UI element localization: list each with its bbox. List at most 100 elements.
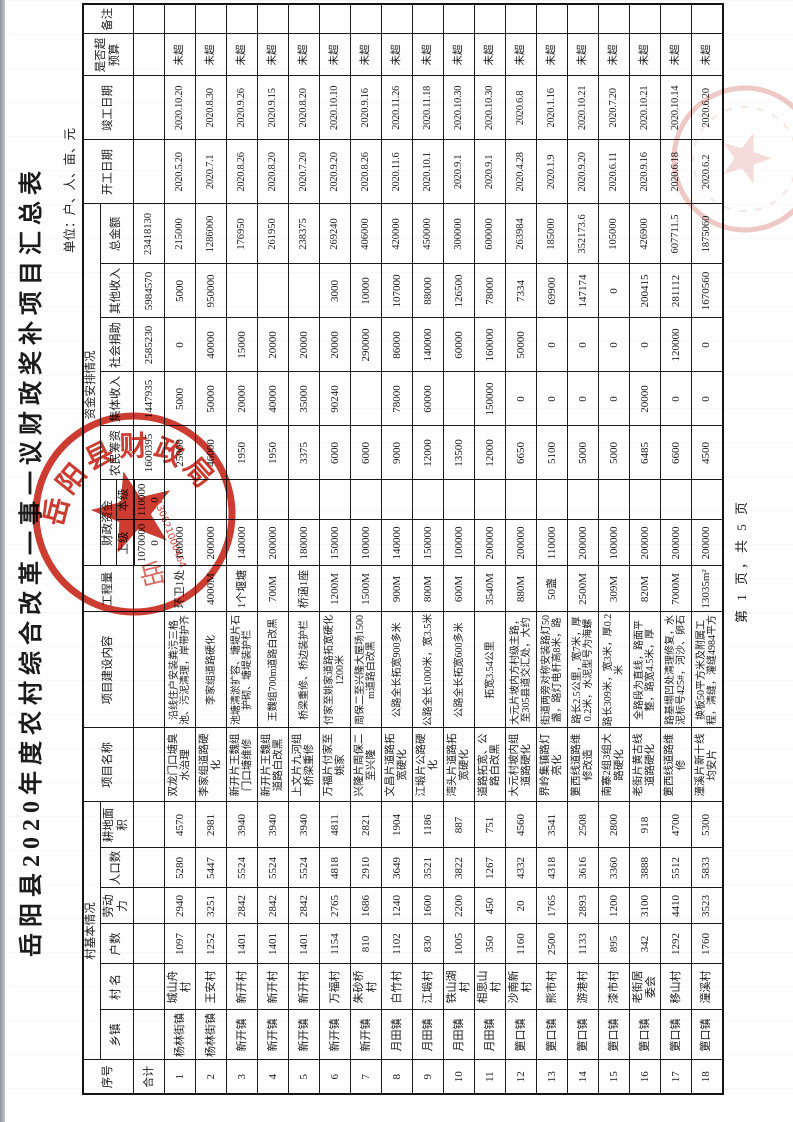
total-row-cell-1 [133,1010,165,1060]
table-row-cell-0: 9 [412,1060,444,1094]
table-row-cell-20 [350,3,382,34]
table-row-cell-16: 269240 [319,203,351,264]
table-row-cell-3: 830 [412,924,444,964]
table-row-cell-4: 1765 [536,888,568,924]
table-row: 5 新开镇 新开村 1401 2842 5524 3940 上文片九河组桥梁重修 桥梁重修、桥边… [288,3,320,1094]
table-row-cell-15: 126500 [443,263,475,318]
table-row-cell-9: 桥涵1座 [288,565,320,612]
table-row-cell-17: 2020.10.1 [412,139,444,204]
table-row-cell-7: 李家组道路硬化 [195,727,227,802]
table-row-cell-1: 筻口镇 [505,1010,537,1060]
table-row-cell-14: 0 [629,317,661,372]
table-row-cell-13: 0 [691,371,723,426]
table-row-cell-4: 1240 [381,888,413,924]
table-row-cell-18: 2020.6.8 [505,75,537,140]
table-row-cell-9: 3540M [474,565,506,612]
table-row-cell-10: 200000 [629,519,661,566]
table-row: 9 月田镇 江塅村 830 1600 3521 1186 江塅片公路硬化 公路全长1000米，宽… [412,3,444,1094]
table-row-cell-3: 1401 [226,924,258,964]
table-row-cell-12: 1950 [257,425,289,480]
table-row-cell-6: 4560 [505,801,537,848]
table-row-cell-18: 2020.10.30 [474,75,506,140]
table-row-cell-18: 2020.1.16 [536,75,568,140]
total-row-cell-4 [133,888,165,924]
table-row-cell-6: 2800 [598,801,630,848]
table-row-cell-5: 4318 [536,848,568,888]
table-row-cell-10: 200000 [195,519,227,566]
table-row-cell-0: 12 [505,1060,537,1094]
table-row-cell-5: 5447 [195,848,227,888]
table-row-cell-3: 1760 [691,924,723,964]
header-social-donation: 社会捐助 [100,317,134,372]
table-row-cell-11 [629,479,661,520]
table-row-cell-11 [257,479,289,520]
table-row-cell-14: 0 [164,317,196,372]
total-row-cell-10: 10700000 [133,519,165,566]
table-row-cell-7: 潼溪片新十线均安片 [691,727,723,802]
table-row-cell-12: 12000 [474,425,506,480]
header-seq: 序号 [83,1060,134,1094]
table-row: 2 杨林街镇 王安村 1252 3251 5447 2981 李家组道路硬化 李家组道路硬化 40… [195,3,227,1094]
table-row-cell-5: 5833 [691,848,723,888]
table-row-cell-10: 180000 [164,519,196,566]
table-row-cell-17: 2020.6.18 [660,139,692,204]
table-row-cell-19: 未超 [567,33,599,76]
table-row-cell-8: 大元片坡内方村级主路，至305县道交汇处，大约 [505,611,537,728]
table-row-cell-0: 1 [164,1060,196,1094]
table-row-cell-7: 湾头片道路拓宽硬化 [443,727,475,802]
table-row-cell-18: 2020.10.10 [319,75,351,140]
table-row-cell-17: 2020.8.26 [350,139,382,204]
table-row-cell-19: 未超 [350,33,382,76]
table-row-cell-20 [629,3,661,34]
total-row-cell-8 [133,611,165,728]
table-row-cell-8: 公路全长拓宽600多米 [443,611,475,728]
table-row-cell-7: 新开片王魏组道路白改黑 [257,727,289,802]
summary-table: 序号 村基本情况 项目名称 项目建设内容 工程量 资金安排情况 开工日期 竣工日… [82,2,724,1095]
header-farmer-raise: 农民筹资 [100,425,134,480]
total-row-cell-15: 5984570 [133,263,165,318]
table-row-cell-16: 406000 [350,203,382,264]
table-row-cell-2: 新开村 [288,964,320,1010]
table-row-cell-17: 2020.11.6 [381,139,413,204]
table-row-cell-15: 78000 [474,263,506,318]
table-row-cell-13: 0 [598,371,630,426]
table-row-cell-15: 147174 [567,263,599,318]
table-row-cell-8: 付家至姚家道路拓宽硬化1200米 [319,611,351,728]
header-collective-income: 集体收入 [100,371,134,426]
table-row-cell-3: 1292 [660,924,692,964]
table-row-cell-13: 40000 [257,371,289,426]
table-row-cell-10: 200000 [474,519,506,566]
table-row: 14 筻口镇 游港村 1133 2893 3616 2508 筻西线道路维修改造 路长2.5公里… [567,3,599,1094]
table-row-cell-6: 4570 [164,801,196,848]
table-row-cell-2: 万福村 [319,964,351,1010]
table-row-cell-5: 2910 [350,848,382,888]
table-row-cell-7: 上文片九河组桥梁重修 [288,727,320,802]
table-row-cell-8: 王魏组700m道路白改黑 [257,611,289,728]
table-row-cell-19: 未超 [412,33,444,76]
table-row-cell-8: 周保二至兴隆大屋场1500m道路白改黑 [350,611,382,728]
table-row-cell-16: 450000 [412,203,444,264]
table-row-cell-5: 4818 [319,848,351,888]
table-row-cell-19: 未超 [226,33,258,76]
table-row-cell-8: 李家组道路硬化 [195,611,227,728]
table-row-cell-13: 0 [660,371,692,426]
table-row-cell-15: 88000 [412,263,444,318]
table-row-cell-10: 100000 [350,519,382,566]
table-row-cell-5: 3616 [567,848,599,888]
table-row-cell-13: 0 [505,371,537,426]
table-row-cell-14: 15000 [226,317,258,372]
table-row-cell-2: 熊市村 [536,964,568,1010]
table-row-cell-6: 887 [443,801,475,848]
table-row-cell-6: 1904 [381,801,413,848]
table-row-cell-9: 309M [598,565,630,612]
table-row-cell-5: 5512 [660,848,692,888]
table-row-cell-4: 2842 [257,888,289,924]
table-row-cell-5: 3360 [598,848,630,888]
table-row-cell-7: 新开片王魏组门口塘维修 [226,727,258,802]
table-row-cell-20 [660,3,692,34]
table-row: 1 杨林街镇 城山舟村 1097 2940 5280 4570 双龙门口塘臭水治理 沿线住户安装… [164,3,196,1094]
table-row-cell-20 [319,3,351,34]
table-row-cell-12: 5000 [567,425,599,480]
table-row-cell-11 [226,479,258,520]
table-row-cell-19: 未超 [288,33,320,76]
